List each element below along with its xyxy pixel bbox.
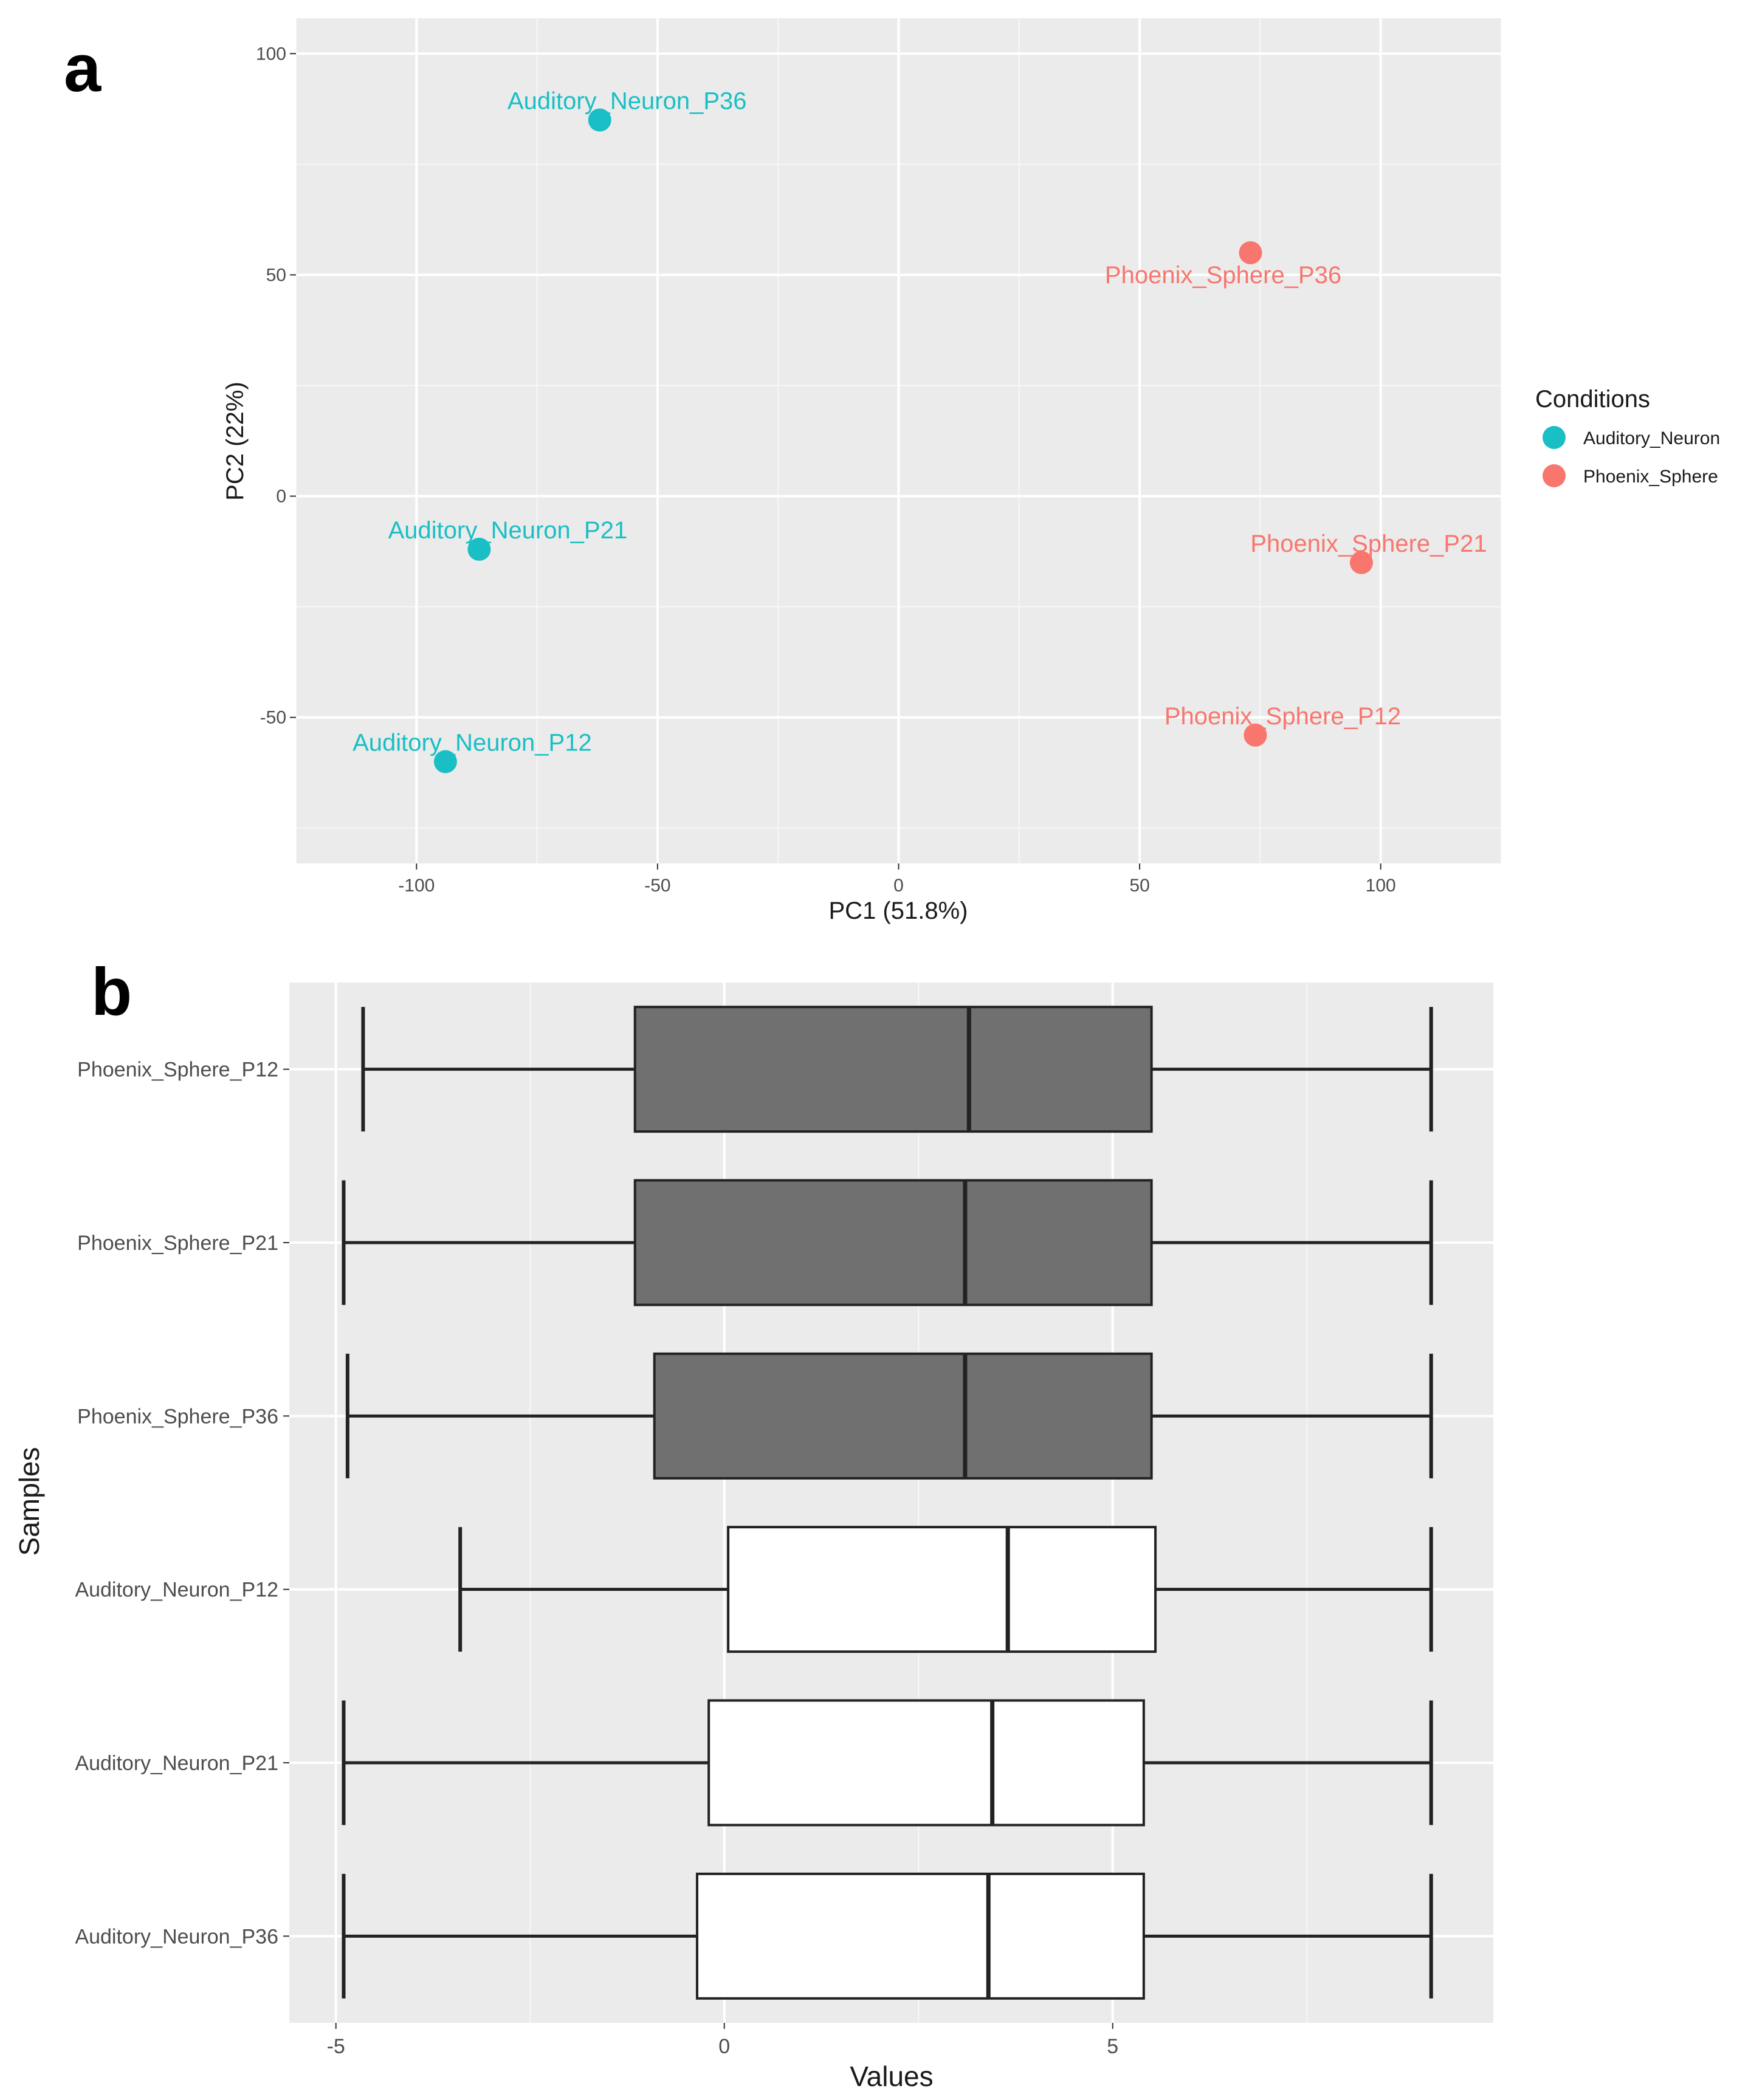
category-label: Auditory_Neuron_P21 xyxy=(75,1752,278,1775)
box-auditory-neuron-p21 xyxy=(342,1699,1433,1827)
y-tick-label: 0 xyxy=(276,487,286,507)
category-label: Auditory_Neuron_P36 xyxy=(75,1925,278,1948)
box-auditory-neuron-p12 xyxy=(458,1526,1433,1653)
point-phoenix-sphere-p12 xyxy=(1244,723,1267,747)
pca-x-axis-title: PC1 (51.8%) xyxy=(829,897,968,924)
x-tick-label: 0 xyxy=(718,2035,730,2058)
panel-a-pca-scatter: a -100 -50 0 50 100 -50 0 50 100 Auditory_Neuron… xyxy=(64,18,1720,924)
box-iqr xyxy=(727,1526,1157,1653)
legend-key-auditory xyxy=(1543,426,1566,449)
point-phoenix-sphere-p36 xyxy=(1239,241,1262,264)
pca-points: Auditory_Neuron_P36 Auditory_Neuron_P21 Au… xyxy=(353,88,1487,774)
box-iqr xyxy=(707,1699,1145,1827)
category-label: Phoenix_Sphere_P21 xyxy=(77,1232,278,1255)
boxplot-tick-marks: -5 0 5 xyxy=(283,1068,1118,2058)
point-label: Phoenix_Sphere_P21 xyxy=(1250,530,1487,557)
x-tick-label: -5 xyxy=(327,2035,345,2058)
pca-legend: Conditions Auditory_Neuron Phoenix_Spher… xyxy=(1535,386,1720,487)
pca-tick-marks: -100 -50 0 50 100 -50 0 50 100 xyxy=(256,44,1396,896)
box-iqr xyxy=(653,1352,1153,1480)
x-tick-label: 50 xyxy=(1129,876,1149,896)
y-tick-label: 50 xyxy=(266,265,286,285)
category-label: Phoenix_Sphere_P12 xyxy=(77,1059,278,1082)
x-tick-label: 5 xyxy=(1107,2035,1118,2058)
point-label: Auditory_Neuron_P36 xyxy=(507,88,747,115)
point-auditory-neuron-p36 xyxy=(588,108,611,132)
point-label: Auditory_Neuron_P12 xyxy=(353,729,592,756)
panel-a-letter: a xyxy=(64,31,101,106)
category-label: Phoenix_Sphere_P36 xyxy=(77,1405,278,1428)
y-tick-label: 100 xyxy=(256,44,286,64)
category-label: Auditory_Neuron_P12 xyxy=(75,1579,278,1602)
panel-b-boxplot: b Phoenix_Sphere_P12Phoenix_Sphere_P21Ph… xyxy=(13,955,1493,2092)
boxplot-category-labels: Phoenix_Sphere_P12 Phoenix_Sphere_P21 Phoe… xyxy=(75,1059,278,1949)
legend-title: Conditions xyxy=(1535,386,1650,413)
boxplot-boxes xyxy=(342,1006,1433,2000)
legend-key-phoenix xyxy=(1543,464,1566,487)
box-iqr xyxy=(633,1179,1153,1306)
boxplot-plot-area xyxy=(289,983,1493,2023)
box-iqr xyxy=(633,1006,1153,1133)
point-label: Phoenix_Sphere_P12 xyxy=(1164,703,1401,730)
legend-label-phoenix: Phoenix_Sphere xyxy=(1583,467,1718,487)
boxplot-x-axis-title: Values xyxy=(850,2061,933,2092)
legend-label-auditory: Auditory_Neuron xyxy=(1583,428,1720,448)
x-tick-label: -100 xyxy=(398,876,435,896)
box-iqr xyxy=(695,1872,1145,2000)
x-tick-label: 0 xyxy=(893,876,904,896)
box-phoenix-sphere-p36 xyxy=(345,1352,1433,1480)
pca-y-axis-title: PC2 (22%) xyxy=(222,382,249,501)
point-label: Auditory_Neuron_P21 xyxy=(388,517,628,544)
x-tick-label: -50 xyxy=(644,876,670,896)
point-phoenix-sphere-p21 xyxy=(1349,551,1373,574)
point-auditory-neuron-p21 xyxy=(467,537,491,561)
point-auditory-neuron-p12 xyxy=(433,750,457,774)
pca-gridlines xyxy=(295,18,1502,863)
point-label: Phoenix_Sphere_P36 xyxy=(1105,262,1341,289)
y-tick-label: -50 xyxy=(260,708,286,728)
box-phoenix-sphere-p12 xyxy=(361,1006,1433,1133)
x-tick-label: 100 xyxy=(1366,876,1396,896)
box-phoenix-sphere-p21 xyxy=(342,1179,1433,1306)
boxplot-y-axis-title: Samples xyxy=(13,1447,45,1556)
box-auditory-neuron-p36 xyxy=(342,1872,1433,2000)
panel-b-letter: b xyxy=(91,955,132,1029)
